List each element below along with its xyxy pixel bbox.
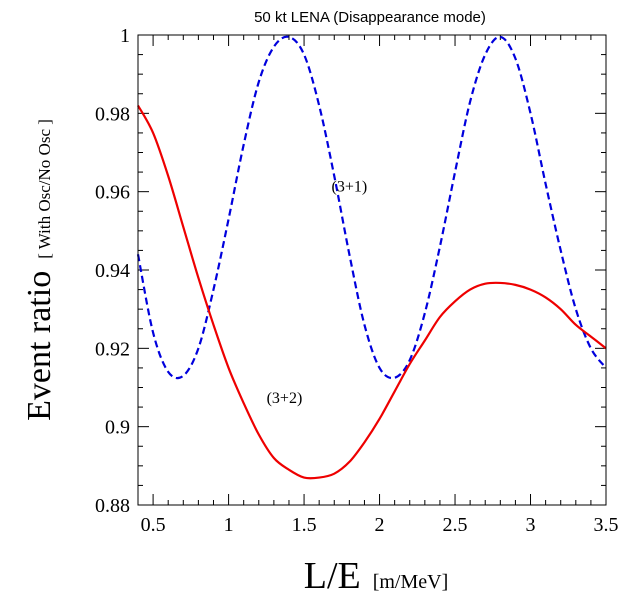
- y-tick-label: 0.96: [95, 182, 130, 204]
- x-tick-label: 2: [375, 514, 385, 536]
- annotation-layer: (3+1) (3+2): [267, 179, 368, 407]
- y-tick-label: 0.92: [95, 338, 130, 360]
- y-tick-labels: 0.88 0.9 0.92 0.94 0.96 0.98 1: [95, 25, 130, 517]
- y-tick-label: 0.94: [95, 260, 130, 282]
- y-axis-label-main: Event ratio: [21, 271, 58, 421]
- y-axis-label-unit: [ With Osc/No Osc ]: [35, 119, 54, 259]
- series-line-solid: [137, 104, 607, 480]
- y-axis-label: Event ratio [ With Osc/No Osc ]: [21, 119, 58, 421]
- x-axis-label: L/E [m/MeV]: [304, 555, 449, 597]
- y-tick-label: 0.9: [105, 417, 130, 439]
- plot-frame: [137, 34, 607, 506]
- x-tick-label: 3: [526, 514, 536, 536]
- y-axis-ticks: [138, 34, 606, 506]
- y-tick-label: 1: [120, 25, 130, 47]
- x-tick-label: 0.5: [141, 514, 166, 536]
- x-tick-label: 1: [224, 514, 234, 536]
- series-layer: [136, 35, 607, 480]
- x-axis-label-unit: [m/MeV]: [373, 571, 449, 593]
- x-tick-label: 3.5: [594, 514, 619, 536]
- series-annotation: (3+1): [332, 179, 368, 196]
- chart-title: 50 kt LENA (Disappearance mode): [254, 9, 486, 26]
- y-tick-label: 0.98: [95, 103, 130, 125]
- y-tick-label: 0.88: [95, 495, 130, 517]
- x-tick-label: 1.5: [292, 514, 317, 536]
- x-axis-label-main: L/E: [304, 555, 361, 597]
- series-annotation: (3+2): [267, 390, 303, 407]
- x-tick-label: 2.5: [443, 514, 468, 536]
- x-tick-labels: 0.5 1 1.5 2 2.5 3 3.5: [141, 514, 619, 536]
- x-axis-ticks: [137, 35, 607, 505]
- series-line-dashed: [136, 35, 607, 380]
